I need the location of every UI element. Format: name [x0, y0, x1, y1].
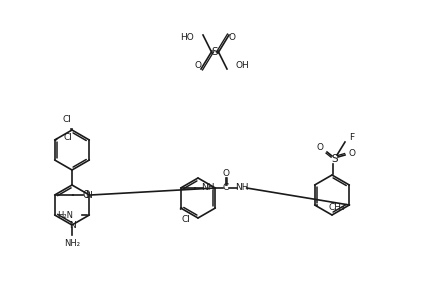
Text: Cl: Cl — [181, 215, 190, 224]
Text: F: F — [349, 134, 355, 142]
Text: CH₃: CH₃ — [329, 203, 345, 212]
Text: O: O — [228, 33, 236, 43]
Text: N: N — [69, 221, 76, 230]
Text: O: O — [83, 190, 91, 200]
Text: OH: OH — [236, 61, 250, 71]
Text: H₂N: H₂N — [57, 210, 73, 220]
Text: NH: NH — [201, 184, 214, 193]
Text: S: S — [332, 154, 339, 164]
Text: O: O — [349, 148, 355, 158]
Text: HO: HO — [180, 33, 194, 43]
Text: C: C — [223, 184, 229, 193]
Text: O: O — [222, 170, 229, 179]
Text: N: N — [85, 190, 92, 199]
Text: S: S — [212, 47, 218, 57]
Text: NH₂: NH₂ — [64, 238, 80, 248]
Text: Cl: Cl — [62, 116, 72, 125]
Text: O: O — [316, 142, 323, 151]
Text: NH: NH — [235, 184, 248, 193]
Text: O: O — [194, 61, 201, 71]
Text: Cl: Cl — [64, 133, 72, 142]
